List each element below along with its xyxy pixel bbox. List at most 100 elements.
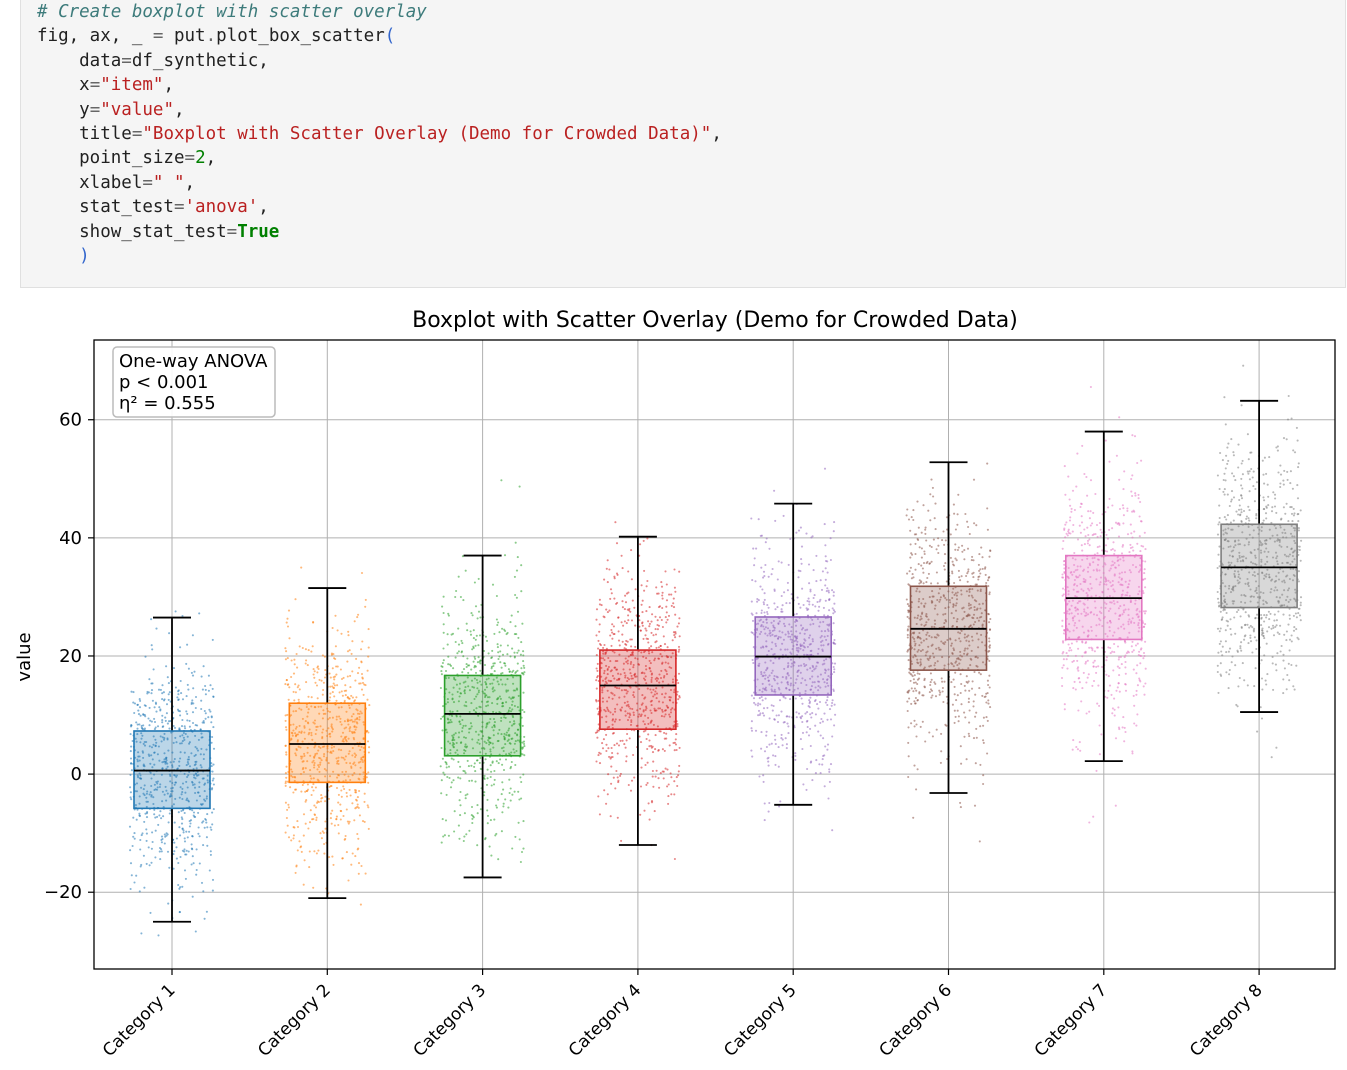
scatter-point <box>800 545 804 548</box>
scatter-point <box>462 839 465 843</box>
scatter-point <box>513 720 516 723</box>
scatter-point <box>197 774 200 777</box>
scatter-point <box>791 648 794 651</box>
scatter-point <box>447 765 451 768</box>
scatter-point <box>1098 724 1101 727</box>
scatter-point <box>968 709 971 712</box>
scatter-point <box>933 607 936 610</box>
scatter-point <box>809 667 812 670</box>
scatter-point <box>601 686 604 689</box>
scatter-point <box>300 708 303 711</box>
scatter-point <box>804 629 807 632</box>
scatter-point <box>781 610 784 613</box>
scatter-point <box>167 698 170 701</box>
scatter-point <box>357 837 360 840</box>
code-cell[interactable]: # Create boxplot with scatter overlay fi… <box>20 0 1346 288</box>
scatter-point <box>502 746 505 749</box>
scatter-point <box>965 574 968 578</box>
scatter-point <box>767 810 770 813</box>
scatter-point <box>778 805 781 808</box>
scatter-point <box>641 611 644 614</box>
scatter-point <box>354 764 357 767</box>
scatter-point <box>918 692 921 695</box>
scatter-point <box>157 934 160 937</box>
scatter-point <box>466 759 469 762</box>
scatter-point <box>654 748 657 751</box>
scatter-point <box>451 739 454 742</box>
scatter-point <box>911 573 914 576</box>
scatter-point <box>1123 470 1126 473</box>
scatter-point <box>773 718 776 721</box>
scatter-point <box>942 700 945 704</box>
scatter-point <box>948 655 951 658</box>
scatter-point <box>142 788 145 791</box>
scatter-point <box>440 792 443 795</box>
scatter-point <box>1138 535 1141 538</box>
scatter-point <box>824 685 827 688</box>
scatter-point <box>367 646 370 649</box>
scatter-point <box>330 723 333 726</box>
scatter-point <box>207 716 210 719</box>
scatter-point <box>156 780 159 783</box>
scatter-point <box>771 709 774 712</box>
scatter-point <box>179 742 182 745</box>
scatter-point <box>627 678 631 681</box>
scatter-point <box>462 769 465 772</box>
scatter-point <box>1256 730 1259 733</box>
scatter-point <box>362 777 365 780</box>
scatter-point <box>660 715 663 718</box>
scatter-point <box>673 691 676 694</box>
scatter-point <box>925 621 928 624</box>
scatter-point <box>822 737 825 740</box>
scatter-point <box>640 603 643 606</box>
scatter-point <box>351 732 354 735</box>
scatter-point <box>156 786 159 789</box>
scatter-point <box>351 670 354 673</box>
scatter-point <box>797 669 800 672</box>
scatter-point <box>910 722 913 725</box>
scatter-point <box>1263 654 1266 657</box>
scatter-point <box>1107 646 1110 649</box>
scatter-point <box>665 732 668 735</box>
scatter-point <box>356 616 359 619</box>
scatter-point <box>192 862 195 865</box>
scatter-point <box>787 662 790 665</box>
scatter-point <box>205 821 208 824</box>
scatter-point <box>908 697 911 700</box>
scatter-point <box>484 838 487 841</box>
scatter-point <box>303 726 306 729</box>
scatter-point <box>1062 658 1065 661</box>
scatter-point <box>655 687 658 690</box>
scatter-point <box>650 699 653 702</box>
scatter-point <box>772 662 775 665</box>
scatter-point <box>985 581 988 585</box>
scatter-point <box>207 674 210 677</box>
scatter-point <box>322 709 325 712</box>
scatter-point <box>916 500 919 503</box>
scatter-point <box>601 697 604 700</box>
scatter-point <box>614 660 617 663</box>
scatter-point <box>340 706 343 709</box>
scatter-point <box>930 478 933 481</box>
scatter-point <box>500 747 504 750</box>
scatter-point <box>789 698 792 701</box>
scatter-point <box>163 732 166 735</box>
scatter-point <box>521 753 524 756</box>
scatter-point <box>1117 658 1120 661</box>
scatter-point <box>819 686 822 689</box>
scatter-point <box>668 744 671 747</box>
scatter-point <box>1118 690 1121 693</box>
scatter-point <box>496 740 499 743</box>
scatter-point <box>1139 500 1142 504</box>
scatter-point <box>1062 539 1065 543</box>
scatter-point <box>907 518 911 521</box>
scatter-point <box>477 644 480 647</box>
scatter-point <box>649 662 652 665</box>
scatter-point <box>510 724 514 727</box>
scatter-point <box>1060 676 1064 680</box>
scatter-point <box>819 734 822 737</box>
scatter-point <box>346 660 349 663</box>
scatter-point <box>1111 707 1114 710</box>
scatter-point <box>1066 534 1069 537</box>
scatter-point <box>666 656 669 659</box>
